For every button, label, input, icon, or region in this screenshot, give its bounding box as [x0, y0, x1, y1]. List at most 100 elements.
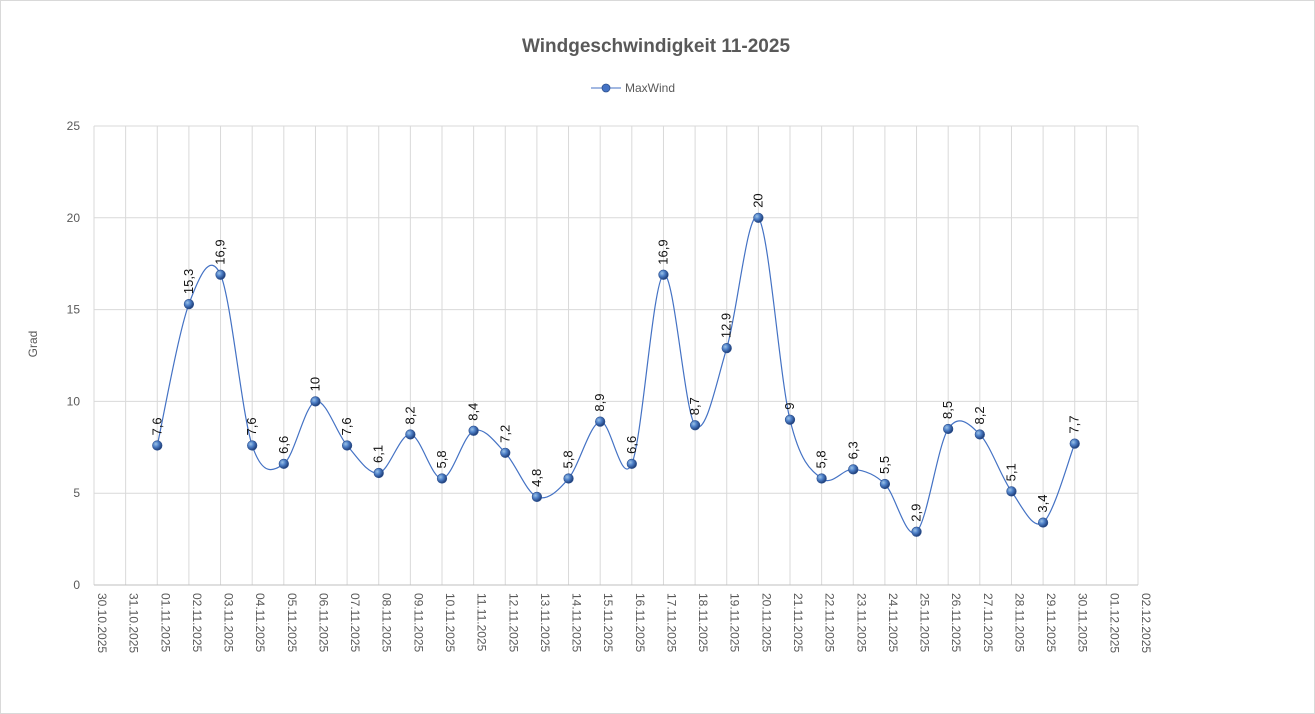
data-point — [531, 491, 543, 502]
legend-marker — [601, 83, 611, 93]
x-tick-label: 13.11.2025 — [538, 593, 552, 652]
x-tick-label: 01.12.2025 — [1107, 593, 1121, 653]
data-label: 7,6 — [149, 417, 164, 435]
data-point — [943, 423, 954, 435]
x-tick-label: 17.11.2025 — [664, 593, 678, 652]
legend-label: MaxWind — [625, 81, 675, 95]
x-tick-label: 15.11.2025 — [601, 593, 615, 652]
data-point — [436, 473, 448, 484]
data-label: 12,9 — [719, 313, 734, 338]
data-point — [911, 526, 922, 537]
data-label: 5,1 — [1003, 463, 1018, 481]
data-point — [753, 212, 764, 223]
data-label: 6,3 — [845, 441, 860, 459]
x-tick-label: 07.11.2025 — [348, 593, 362, 652]
y-tick-label: 15 — [67, 303, 81, 317]
x-tick-label: 25.11.2025 — [918, 593, 932, 652]
data-point — [373, 467, 384, 479]
y-axis-label: Grad — [26, 331, 40, 358]
data-label: 8,2 — [972, 406, 987, 424]
y-tick-label: 25 — [67, 119, 81, 133]
data-point — [1069, 438, 1080, 449]
data-label: 15,3 — [181, 269, 196, 294]
x-tick-label: 09.11.2025 — [411, 593, 425, 652]
x-tick-label: 14.11.2025 — [570, 593, 584, 652]
data-point — [1006, 486, 1017, 497]
x-tick-label: 24.11.2025 — [886, 593, 900, 652]
data-point — [879, 478, 891, 490]
data-point — [816, 473, 827, 484]
data-label: 5,8 — [814, 450, 829, 468]
data-markers — [152, 212, 1080, 537]
x-tick-label: 23.11.2025 — [854, 593, 868, 652]
data-label: 8,9 — [592, 394, 607, 412]
data-point — [183, 298, 195, 310]
data-label: 7,6 — [339, 417, 354, 435]
data-point — [848, 464, 859, 475]
x-tick-label: 16.11.2025 — [633, 593, 647, 652]
data-label: 10 — [307, 377, 322, 391]
data-point — [658, 269, 669, 280]
data-label: 8,4 — [466, 403, 481, 421]
data-label: 16,9 — [213, 239, 228, 264]
data-label: 7,7 — [1067, 416, 1082, 434]
x-tick-label: 29.11.2025 — [1044, 593, 1058, 652]
data-label: 2,9 — [909, 504, 924, 522]
chart-title: Windgeschwindigkeit 11-2025 — [522, 36, 790, 57]
x-tick-label: 30.10.2025 — [95, 593, 109, 653]
data-point — [152, 440, 163, 451]
data-point — [563, 473, 574, 484]
x-tick-label: 27.11.2025 — [981, 593, 995, 652]
x-tick-label: 18.11.2025 — [696, 593, 710, 652]
x-tick-label: 08.11.2025 — [380, 593, 394, 652]
data-point — [405, 429, 416, 440]
data-point — [278, 458, 289, 469]
x-tick-label: 21.11.2025 — [791, 593, 805, 652]
x-tick-label: 01.11.2025 — [158, 593, 172, 652]
gridlines — [93, 125, 1139, 586]
data-point — [500, 447, 511, 458]
data-point — [595, 416, 606, 427]
data-label: 8,5 — [940, 401, 955, 419]
x-tick-label: 06.11.2025 — [316, 593, 330, 652]
data-label: 5,8 — [434, 450, 449, 468]
x-tick-label: 11.11.2025 — [475, 593, 489, 652]
data-label: 8,7 — [687, 397, 702, 415]
x-tick-label: 04.11.2025 — [253, 593, 267, 652]
x-tick-label: 05.11.2025 — [285, 593, 299, 652]
x-tick-label: 20.11.2025 — [759, 593, 773, 652]
data-point — [247, 440, 258, 451]
data-label: 7,6 — [244, 417, 259, 435]
data-label: 6,6 — [624, 436, 639, 454]
data-label: 4,8 — [529, 469, 544, 487]
x-tick-label: 22.11.2025 — [823, 593, 837, 652]
data-label: 6,1 — [371, 445, 386, 463]
x-tick-label: 19.11.2025 — [728, 593, 742, 652]
x-tick-label: 30.11.2025 — [1076, 593, 1090, 652]
legend: MaxWind — [591, 81, 675, 95]
y-tick-label: 5 — [73, 486, 80, 500]
data-label: 5,5 — [877, 456, 892, 474]
data-label: 7,2 — [497, 425, 512, 443]
data-point — [689, 420, 701, 431]
data-point — [626, 458, 637, 469]
x-tick-label: 02.12.2025 — [1139, 593, 1153, 653]
data-label: 6,6 — [276, 436, 291, 454]
x-tick-label: 26.11.2025 — [949, 593, 963, 652]
data-label: 3,4 — [1035, 494, 1050, 512]
data-point — [310, 396, 321, 407]
series-line-maxwind — [156, 216, 1076, 534]
data-point — [974, 429, 985, 440]
y-tick-label: 10 — [67, 394, 81, 408]
x-tick-label: 28.11.2025 — [1012, 593, 1026, 652]
data-point — [784, 414, 796, 425]
data-point — [215, 269, 226, 280]
x-tick-label: 03.11.2025 — [222, 593, 236, 652]
y-tick-label: 0 — [73, 578, 80, 592]
x-tick-label: 10.11.2025 — [443, 593, 457, 652]
x-tick-label: 31.10.2025 — [127, 593, 141, 653]
data-label: 5,8 — [561, 450, 576, 468]
x-tick-label: 02.11.2025 — [190, 593, 204, 652]
